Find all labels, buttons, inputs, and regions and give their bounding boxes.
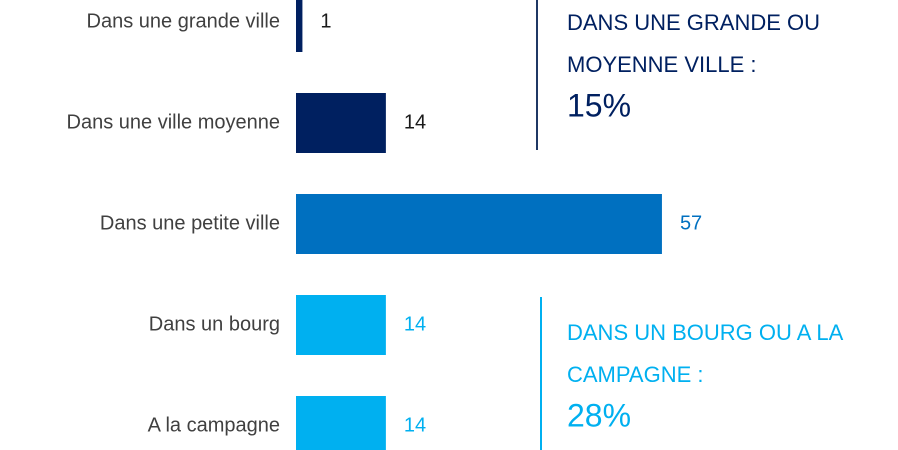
category-label: Dans un bourg xyxy=(149,313,280,335)
annotation-text: DANS UN BOURG OU A LA xyxy=(567,320,844,345)
value-label: 14 xyxy=(404,414,426,436)
value-label: 14 xyxy=(404,111,426,133)
bar xyxy=(296,93,386,153)
category-label: A la campagne xyxy=(148,414,280,436)
annotation-figure: 28% xyxy=(567,397,631,433)
value-label: 14 xyxy=(404,313,426,335)
category-label: Dans une petite ville xyxy=(100,212,280,234)
category-label: Dans une grande ville xyxy=(87,10,280,32)
annotation-text: DANS UNE GRANDE OU xyxy=(567,10,820,35)
annotation-text: CAMPAGNE : xyxy=(567,362,704,387)
bar xyxy=(296,295,386,355)
category-label: Dans une ville moyenne xyxy=(67,111,280,133)
bar xyxy=(296,0,303,52)
bar xyxy=(296,194,662,254)
annotation-figure: 15% xyxy=(567,87,631,123)
value-label: 1 xyxy=(320,10,331,32)
annotation-text: MOYENNE VILLE : xyxy=(567,52,757,77)
bar xyxy=(296,396,386,450)
value-label: 57 xyxy=(680,212,702,234)
